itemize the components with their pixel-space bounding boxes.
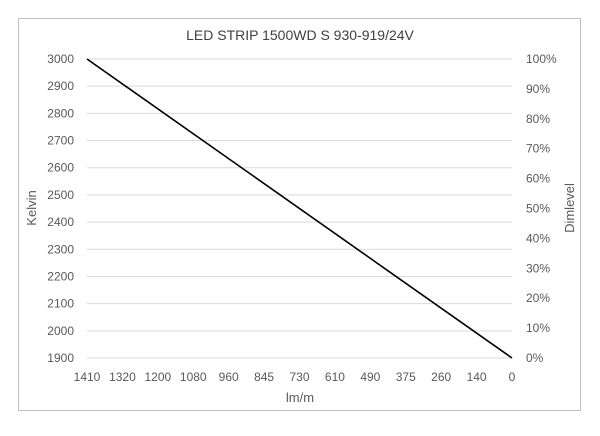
gridlines xyxy=(87,58,512,332)
y2-tick-label: 60% xyxy=(526,172,550,186)
y2-tick-label: 20% xyxy=(526,291,550,305)
x-tick-label: 1410 xyxy=(74,370,101,384)
series-group xyxy=(86,58,513,359)
y2-tick-label: 90% xyxy=(526,82,550,96)
y-tick-label: 2700 xyxy=(47,134,74,148)
chart-frame xyxy=(18,18,581,411)
y-tick-label: 2600 xyxy=(47,161,74,175)
y-tick-label: 2800 xyxy=(47,106,74,120)
y-axis-left-ticks: 3000 2900 2800 2700 2600 2500 2400 2300 2200 2100… xyxy=(47,52,74,365)
x-tick-label: 730 xyxy=(289,370,309,384)
y-tick-label: 2100 xyxy=(47,297,74,311)
y-tick-label: 2300 xyxy=(47,242,74,256)
y-tick-label: 3000 xyxy=(47,52,74,66)
y-tick-label: 2400 xyxy=(47,215,74,229)
y2-tick-label: 10% xyxy=(526,321,550,335)
x-tick-label: 0 xyxy=(509,370,516,384)
y2-tick-label: 0% xyxy=(526,351,544,365)
x-tick-label: 1200 xyxy=(144,370,171,384)
x-tick-label: 140 xyxy=(467,370,487,384)
x-tick-label: 960 xyxy=(219,370,239,384)
y2-tick-label: 80% xyxy=(526,112,550,126)
x-axis-ticks: 1410 1320 1200 1080 960 845 730 610 490 375 260 140… xyxy=(74,370,516,384)
y-axis-left-title: Kelvin xyxy=(24,190,39,225)
y-tick-label: 1900 xyxy=(47,351,74,365)
y-tick-label: 2200 xyxy=(47,269,74,283)
x-tick-label: 1080 xyxy=(180,370,207,384)
chart-title: LED STRIP 1500WD S 930-919/24V xyxy=(186,27,414,43)
y2-tick-label: 40% xyxy=(526,231,550,245)
y-tick-label: 2500 xyxy=(47,188,74,202)
y-axis-right-ticks: 100% 90% 80% 70% 60% 50% 40% 30% 20% 10% 0% xyxy=(526,52,557,365)
y2-tick-label: 70% xyxy=(526,142,550,156)
x-tick-label: 375 xyxy=(396,370,416,384)
y2-tick-label: 30% xyxy=(526,261,550,275)
x-tick-label: 490 xyxy=(360,370,380,384)
y-tick-label: 2900 xyxy=(47,79,74,93)
x-tick-label: 1320 xyxy=(109,370,136,384)
x-tick-label: 610 xyxy=(325,370,345,384)
y2-tick-label: 50% xyxy=(526,202,550,216)
y-axis-right-title: Dimlevel xyxy=(562,183,577,233)
x-tick-label: 260 xyxy=(431,370,451,384)
y2-tick-label: 100% xyxy=(526,52,557,66)
x-tick-label: 845 xyxy=(254,370,274,384)
x-axis-title: lm/m xyxy=(286,390,314,405)
series-line xyxy=(86,58,513,359)
y-tick-label: 2000 xyxy=(47,324,74,338)
